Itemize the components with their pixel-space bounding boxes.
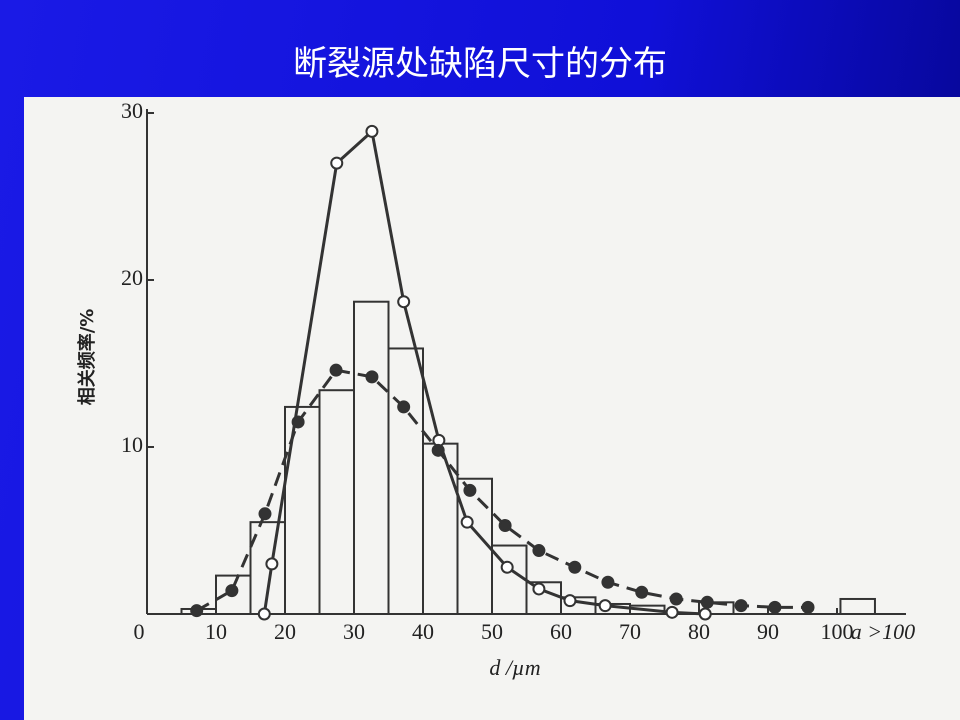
- series-marker: [265, 557, 279, 571]
- series-marker: [225, 584, 239, 598]
- series-marker: [291, 415, 305, 429]
- series-marker: [635, 585, 649, 599]
- x-tick-label: 0: [134, 619, 145, 644]
- x-tick-label: 10: [205, 619, 227, 644]
- series-marker: [601, 575, 615, 589]
- histogram-bar: [318, 389, 355, 615]
- x-tick-label: 30: [343, 619, 365, 644]
- histogram-bar: [629, 604, 666, 615]
- series-marker: [460, 515, 474, 529]
- series-marker: [397, 295, 411, 309]
- series-marker: [257, 607, 271, 621]
- series-marker: [463, 483, 477, 497]
- overflow-bar: [839, 597, 876, 616]
- series-marker: [365, 370, 379, 384]
- series-marker: [397, 400, 411, 414]
- series-marker: [665, 605, 679, 619]
- slide-title: 断裂源处缺陷尺寸的分布: [293, 44, 667, 84]
- x-tick-label: 90: [757, 619, 779, 644]
- x-tick-label: 80: [688, 619, 710, 644]
- series-marker: [365, 124, 379, 138]
- x-tick-label: 40: [412, 619, 434, 644]
- series-marker: [698, 607, 712, 621]
- y-tick-label: 10: [121, 432, 143, 457]
- histogram-bar: [387, 347, 424, 615]
- x-tick-label: 20: [274, 619, 296, 644]
- x-tick-label: 60: [550, 619, 572, 644]
- histogram-bar: [353, 300, 390, 616]
- overflow-label: a >100: [851, 619, 915, 644]
- series-marker: [568, 560, 582, 574]
- series-marker: [498, 518, 512, 532]
- y-tick-label: 30: [121, 98, 143, 123]
- series-marker: [500, 560, 514, 574]
- series-marker: [598, 599, 612, 613]
- x-tick-label: 100: [821, 619, 854, 644]
- series-marker: [801, 600, 815, 614]
- series-marker: [330, 156, 344, 170]
- series-marker: [329, 363, 343, 377]
- x-axis-label: d /µm: [489, 655, 540, 680]
- series-marker: [532, 544, 546, 558]
- y-axis-label: 相关频率/%: [76, 309, 98, 406]
- series-marker: [190, 604, 204, 618]
- histogram-bar: [284, 405, 321, 616]
- series-marker: [700, 595, 714, 609]
- series-marker: [431, 443, 445, 457]
- x-tick-label: 70: [619, 619, 641, 644]
- y-tick-label: 20: [121, 265, 143, 290]
- series-marker: [258, 507, 272, 521]
- series-marker: [768, 600, 782, 614]
- series-marker: [532, 582, 546, 596]
- x-tick-label: 50: [481, 619, 503, 644]
- chart: d /µm 相关频率/% 10 20 30 0 10 20 30 40 50 60 70 80 90 10…: [24, 97, 960, 720]
- series-marker: [669, 592, 683, 606]
- series-marker: [734, 599, 748, 613]
- series-marker: [563, 594, 577, 608]
